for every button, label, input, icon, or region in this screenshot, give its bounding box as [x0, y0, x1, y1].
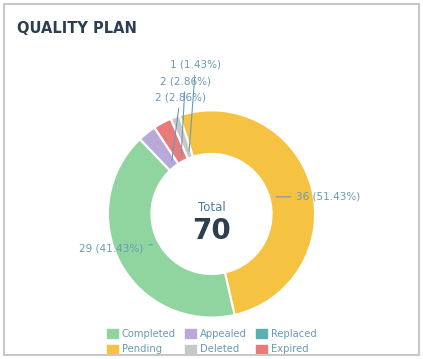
- Wedge shape: [154, 119, 188, 164]
- Wedge shape: [171, 116, 193, 159]
- Text: 2 (2.86%): 2 (2.86%): [154, 93, 206, 161]
- Wedge shape: [140, 127, 179, 171]
- Text: 70: 70: [192, 216, 231, 244]
- Text: 29 (41.43%): 29 (41.43%): [79, 243, 152, 253]
- Text: Total: Total: [198, 201, 225, 214]
- Legend: Completed, Pending, Appealed, Deleted, Replaced, Expired: Completed, Pending, Appealed, Deleted, R…: [102, 325, 321, 359]
- Text: 1 (1.43%): 1 (1.43%): [170, 60, 221, 151]
- Text: 2 (2.86%): 2 (2.86%): [160, 76, 211, 155]
- Wedge shape: [179, 111, 315, 315]
- Text: QUALITY PLAN: QUALITY PLAN: [17, 20, 137, 36]
- Text: 36 (51.43%): 36 (51.43%): [276, 192, 361, 202]
- Wedge shape: [108, 139, 234, 317]
